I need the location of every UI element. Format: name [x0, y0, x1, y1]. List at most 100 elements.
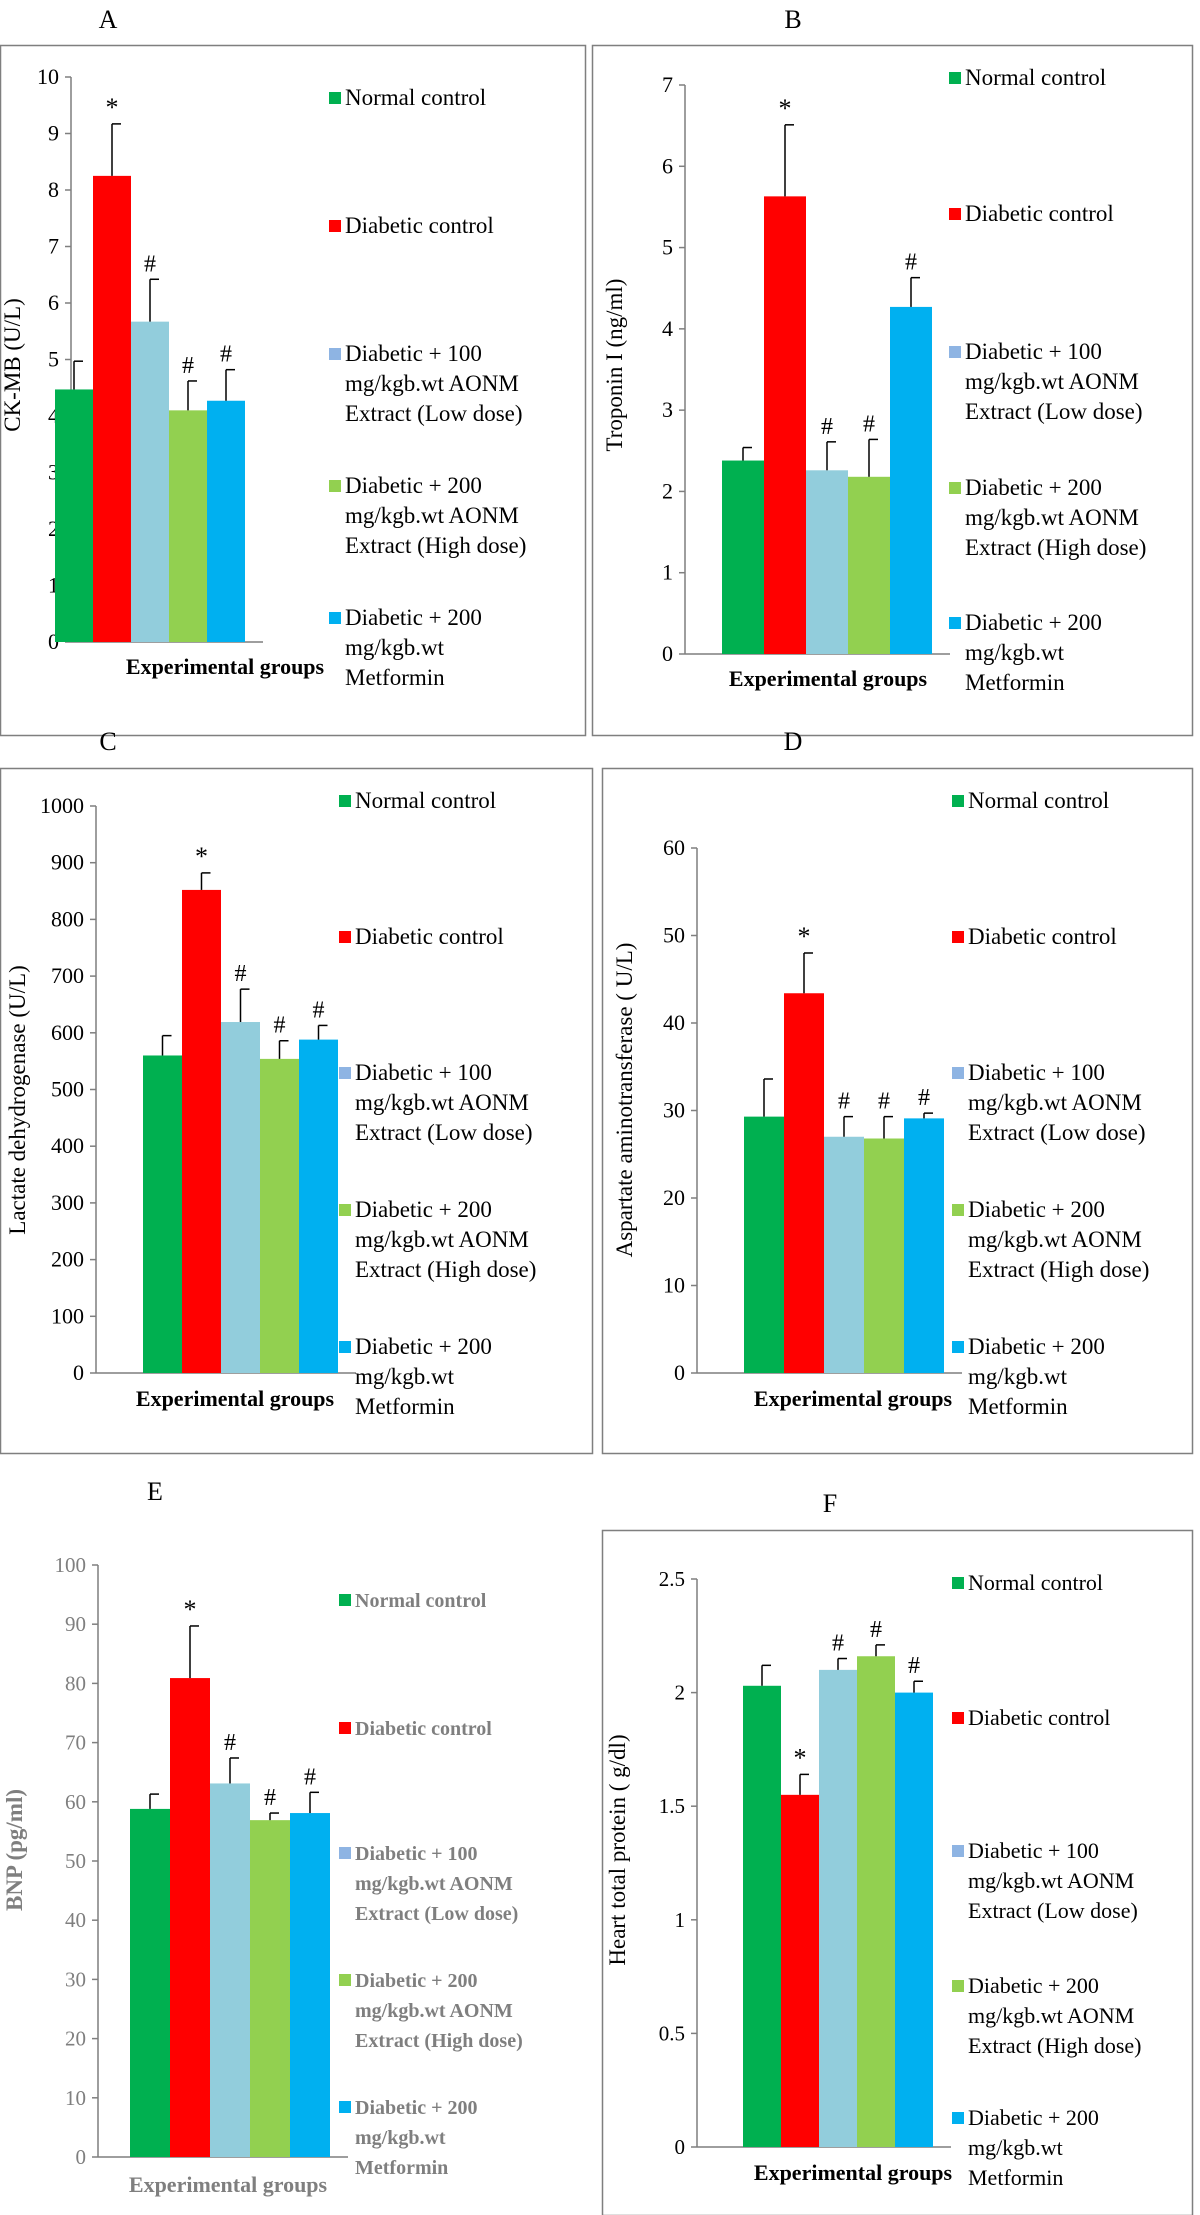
bar-3 — [819, 1669, 857, 2147]
y-tick-label: 7 — [48, 234, 59, 259]
x-axis-label: Experimental groups — [126, 654, 325, 679]
legend-swatch — [952, 1577, 964, 1589]
bar-4 — [857, 1656, 895, 2147]
y-tick-label: 4 — [48, 403, 59, 428]
panel-border — [591, 44, 1194, 737]
legend-label: Diabetic + 200 — [968, 1197, 1105, 1222]
legend-swatch — [339, 1847, 351, 1859]
legend-label: Diabetic control — [968, 1705, 1110, 1730]
bar-5 — [299, 1039, 338, 1373]
significance-mark: # — [313, 997, 325, 1023]
legend-label: mg/kgb.wt AONM — [968, 1868, 1134, 1893]
y-tick-label: 0.5 — [659, 2021, 685, 2045]
legend-swatch — [949, 617, 961, 629]
legend-swatch — [949, 208, 961, 220]
significance-mark: * — [779, 94, 792, 123]
x-axis-label: Experimental groups — [129, 2172, 328, 2197]
legend-label: Diabetic + 200 — [968, 1973, 1099, 1998]
significance-mark: # — [878, 1089, 890, 1115]
legend-label: Diabetic + 200 — [965, 610, 1102, 635]
y-tick-label: 50 — [65, 1849, 86, 1873]
significance-mark: # — [235, 961, 247, 987]
legend-swatch — [339, 2101, 351, 2113]
y-tick-label: 20 — [663, 1185, 685, 1210]
legend-label: mg/kgb.wt — [355, 2127, 446, 2149]
x-axis-label: Experimental groups — [136, 1386, 335, 1411]
significance-mark: * — [195, 842, 208, 871]
legend-label: Diabetic + 200 — [355, 1970, 478, 1992]
significance-mark: * — [794, 1743, 807, 1772]
panel-title: F — [823, 1489, 837, 1518]
bar-2 — [170, 1678, 210, 2157]
y-tick-label: 0 — [675, 2135, 686, 2159]
legend-label: Normal control — [355, 1590, 487, 1612]
legend-label: Diabetic + 200 — [968, 1334, 1105, 1359]
bar-3 — [824, 1136, 864, 1373]
legend-swatch — [952, 1204, 964, 1216]
legend-label: mg/kgb.wt AONM — [345, 371, 519, 396]
legend-label: Metformin — [355, 2157, 448, 2179]
legend-label: Extract (Low dose) — [965, 399, 1143, 424]
legend-label: Metformin — [345, 665, 445, 690]
panel-border — [601, 1529, 1194, 2215]
bar-2 — [182, 889, 221, 1373]
significance-mark: # — [918, 1085, 930, 1111]
legend-swatch — [339, 1341, 351, 1353]
bar-4 — [169, 410, 207, 642]
y-tick-label: 100 — [51, 1303, 84, 1328]
bar-1 — [143, 1055, 182, 1373]
y-tick-label: 2 — [675, 1681, 686, 1705]
legend-label: Normal control — [345, 85, 486, 110]
bar-2 — [781, 1794, 819, 2147]
chart-panel-c: C 0 100 200 300 400 500 600 700 800 900 1000 * # # # Lac… — [0, 727, 594, 1455]
y-tick-label: 10 — [65, 2086, 86, 2110]
legend-label: Extract (High dose) — [968, 2033, 1142, 2058]
panel-title: D — [784, 727, 803, 756]
y-tick-label: 800 — [51, 906, 84, 931]
legend-swatch — [329, 480, 341, 492]
legend-swatch — [952, 1845, 964, 1857]
legend-swatch — [952, 1067, 964, 1079]
bar-5 — [290, 1813, 330, 2157]
y-tick-label: 0 — [674, 1360, 685, 1385]
significance-mark: # — [870, 1617, 882, 1643]
legend-label: Normal control — [355, 788, 496, 813]
legend-label: mg/kgb.wt AONM — [968, 1090, 1142, 1115]
legend-label: Diabetic control — [345, 213, 494, 238]
legend-label: Extract (High dose) — [355, 2030, 523, 2052]
legend-label: Diabetic + 200 — [355, 2097, 478, 2119]
y-tick-label: 20 — [65, 2027, 86, 2051]
y-tick-label: 500 — [51, 1077, 84, 1102]
legend-label: Diabetic + 100 — [968, 1838, 1099, 1863]
x-axis-label: Experimental groups — [729, 666, 928, 691]
legend-swatch — [339, 1067, 351, 1079]
legend-label: Extract (Low dose) — [355, 1120, 533, 1145]
legend-label: mg/kgb.wt AONM — [355, 1090, 529, 1115]
legend-swatch — [339, 795, 351, 807]
chart-panel-f: F 0 0.5 1 1.5 2 2.5 * # # # Heart total protein ( g… — [601, 1489, 1194, 2215]
y-tick-label: 40 — [663, 1010, 685, 1035]
panel-border — [601, 767, 1194, 1455]
bar-1 — [130, 1808, 170, 2157]
bar-3 — [806, 470, 848, 654]
legend-label: Extract (Low dose) — [968, 1120, 1146, 1145]
legend-label: Diabetic + 200 — [345, 605, 482, 630]
y-axis-label: Lactate dehydrogenase (U/L) — [5, 965, 30, 1234]
significance-mark: # — [220, 342, 232, 368]
legend-label: mg/kgb.wt — [968, 2135, 1063, 2160]
legend-label: Metformin — [968, 2165, 1063, 2190]
y-axis-label: BNP (pg/ml) — [2, 1789, 27, 1911]
bar-4 — [250, 1820, 290, 2157]
legend-label: Diabetic + 100 — [355, 1060, 492, 1085]
legend-label: Normal control — [968, 1570, 1103, 1595]
significance-mark: * — [798, 922, 811, 951]
significance-mark: # — [908, 1653, 920, 1679]
legend-label: mg/kgb.wt AONM — [355, 1873, 513, 1895]
y-tick-label: 1.5 — [659, 1794, 685, 1818]
y-tick-label: 7 — [662, 72, 673, 97]
legend-label: Diabetic + 200 — [355, 1197, 492, 1222]
legend-swatch — [952, 1341, 964, 1353]
bar-3 — [131, 321, 169, 642]
y-tick-label: 4 — [662, 316, 673, 341]
